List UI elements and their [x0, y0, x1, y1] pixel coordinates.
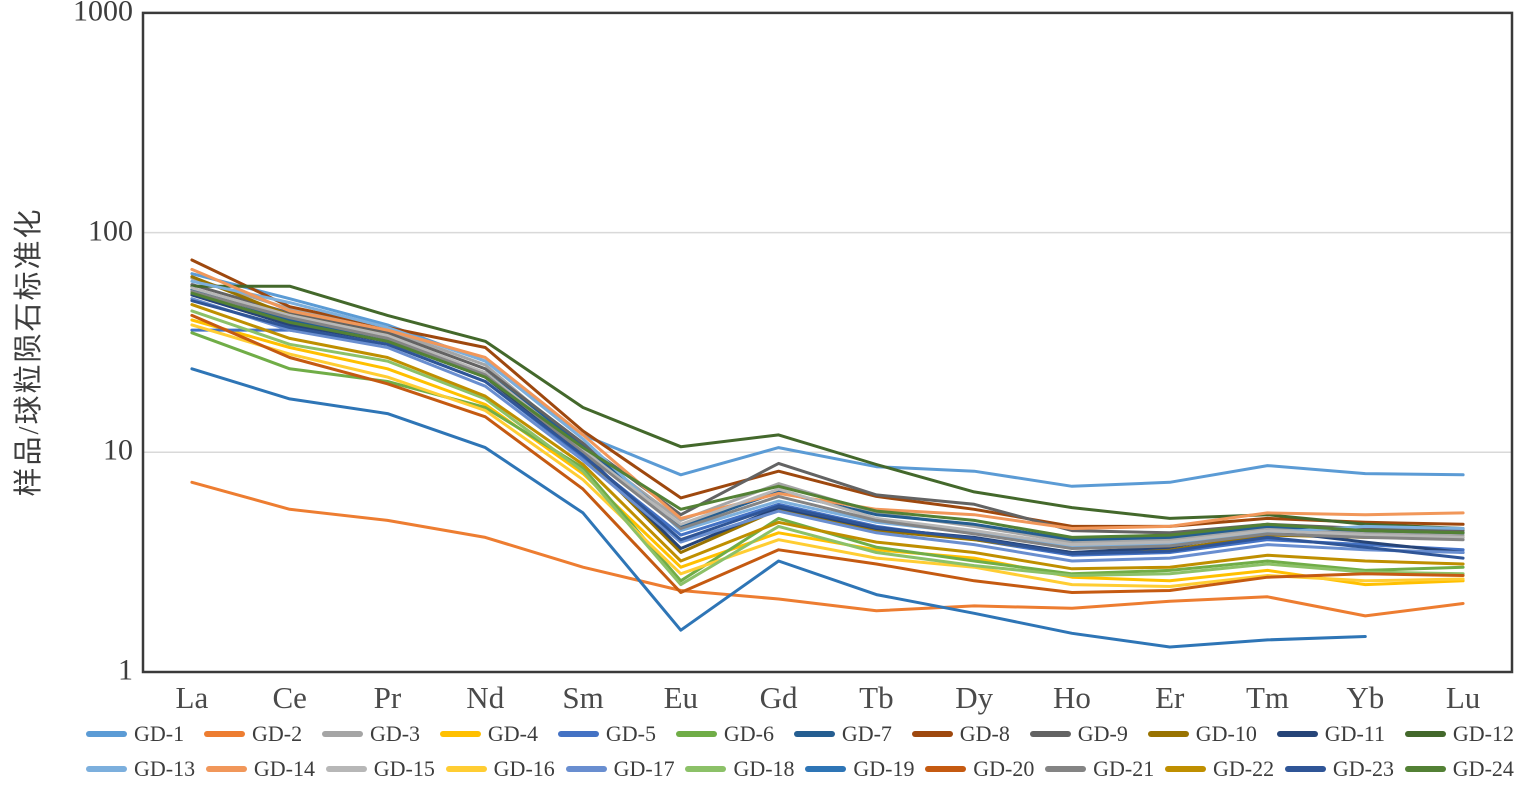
legend-swatch-GD-13 [86, 765, 127, 772]
legend-swatch-GD-17 [565, 765, 607, 772]
legend-label: GD-8 [959, 720, 1010, 746]
legend-label: GD-11 [1324, 720, 1385, 746]
legend-label: GD-6 [723, 720, 774, 746]
legend-swatch-GD-14 [205, 765, 247, 772]
legend-item-GD-10: GD-10 [1147, 720, 1257, 747]
plot-border [141, 11, 1514, 674]
series-line-GD-14 [190, 267, 1465, 530]
legend-swatch-GD-10 [1147, 730, 1189, 737]
series-line-GD-24 [190, 291, 1465, 539]
series-line-GD-17 [190, 297, 1465, 563]
legend-item-GD-20: GD-20 [925, 756, 1034, 782]
legend-item-GD-11: GD-11 [1276, 720, 1385, 747]
series-line-GD-9 [190, 283, 1465, 535]
legend-label: GD-23 [1332, 755, 1395, 781]
legend-label: GD-1 [134, 720, 185, 746]
legend-label: GD-18 [733, 755, 795, 781]
legend-swatch-GD-2 [203, 730, 245, 737]
legend-item-GD-3: GD-3 [321, 720, 421, 747]
legend-swatch-GD-12 [1404, 730, 1446, 737]
series-line-GD-16 [190, 323, 1465, 588]
legend-label: GD-2 [251, 720, 303, 746]
series-line-GD-21 [190, 289, 1465, 550]
series-line-GD-18 [190, 309, 1465, 587]
legend-label: GD-21 [1093, 755, 1155, 781]
legend-row-2: GD-13 GD-14 GD-15 GD-16 GD-17 GD-18 GD-19 GD-20… [86, 751, 1514, 786]
legend-swatch-GD-20 [925, 765, 967, 772]
legend-item-GD-12: GD-12 [1404, 720, 1514, 747]
legend-label: GD-10 [1195, 720, 1257, 746]
legend-swatch-GD-22 [1165, 765, 1207, 772]
legend-label: GD-19 [853, 755, 915, 781]
legend-swatch-GD-4 [439, 730, 481, 737]
legend-item-GD-22: GD-22 [1165, 756, 1274, 782]
legend-label: GD-22 [1213, 755, 1275, 781]
legend-swatch-GD-19 [805, 765, 847, 772]
legend-label: GD-12 [1452, 720, 1514, 746]
legend-label: GD-4 [487, 720, 539, 746]
legend-swatch-GD-7 [793, 730, 835, 737]
legend-label: GD-7 [841, 720, 892, 746]
legend-swatch-GD-18 [685, 765, 727, 772]
legend-swatch-GD-9 [1029, 730, 1071, 737]
series-line-GD-4 [190, 318, 1465, 587]
series-line-GD-15 [190, 286, 1465, 547]
series-line-GD-8 [190, 258, 1465, 528]
legend-row-1: GD-1 GD-2 GD-3 GD-4 GD-5 GD-6 GD-7 GD-8 GD-9 GD-1… [86, 716, 1514, 751]
legend-item-GD-1: GD-1 [86, 721, 184, 747]
legend-label: GD-14 [253, 755, 315, 781]
legend-swatch-GD-16 [445, 765, 487, 772]
series-line-GD-23 [190, 299, 1465, 560]
legend-swatch-GD-5 [557, 730, 599, 737]
legend-swatch-GD-21 [1045, 765, 1087, 772]
legend-swatch-GD-11 [1276, 730, 1318, 737]
legend-swatch-GD-23 [1284, 765, 1326, 772]
legend-label: GD-24 [1452, 755, 1514, 781]
legend-label: GD-20 [973, 755, 1035, 781]
series-line-GD-2 [190, 480, 1465, 618]
legend-item-GD-16: GD-16 [445, 755, 555, 782]
legend-item-GD-17: GD-17 [565, 755, 675, 782]
legend-item-GD-15: GD-15 [325, 755, 435, 782]
legend-label: GD-15 [373, 755, 435, 781]
series-line-GD-19 [190, 367, 1367, 649]
series-line-GD-20 [190, 313, 1465, 594]
legend-item-GD-18: GD-18 [685, 755, 795, 782]
legend-item-GD-5: GD-5 [557, 720, 656, 747]
legend-item-GD-2: GD-2 [203, 720, 303, 747]
legend-item-GD-13: GD-13 [86, 756, 195, 782]
legend-label: GD-13 [134, 755, 196, 781]
legend-label: GD-16 [493, 755, 555, 781]
legend-label: GD-3 [369, 720, 421, 746]
legend-swatch-GD-8 [911, 730, 953, 737]
legend-item-GD-21: GD-21 [1045, 756, 1154, 782]
legend-swatch-GD-3 [321, 730, 363, 737]
legend-swatch-GD-6 [675, 730, 717, 737]
legend-swatch-GD-24 [1404, 765, 1446, 772]
series-line-GD-22 [190, 303, 1465, 571]
legend-swatch-GD-1 [86, 730, 127, 737]
legend-item-GD-24: GD-24 [1404, 755, 1514, 782]
legend: GD-1 GD-2 GD-3 GD-4 GD-5 GD-6 GD-7 GD-8 GD-9 GD-1… [86, 716, 1514, 786]
legend-item-GD-9: GD-9 [1029, 720, 1128, 747]
legend-label: GD-17 [613, 755, 675, 781]
legend-swatch-GD-15 [325, 765, 367, 772]
legend-item-GD-6: GD-6 [675, 720, 774, 747]
legend-item-GD-23: GD-23 [1284, 755, 1395, 782]
legend-label: GD-5 [605, 720, 656, 746]
legend-item-GD-8: GD-8 [911, 720, 1010, 747]
legend-item-GD-14: GD-14 [205, 755, 315, 782]
legend-label: GD-9 [1077, 720, 1128, 746]
legend-item-GD-7: GD-7 [793, 720, 892, 747]
legend-item-GD-19: GD-19 [805, 756, 914, 782]
legend-item-GD-4: GD-4 [439, 720, 539, 747]
